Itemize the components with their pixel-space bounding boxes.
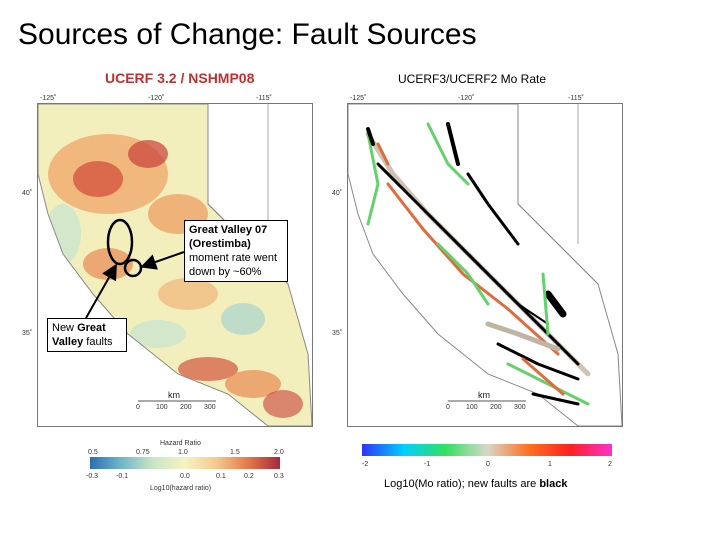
scale-tick: 100 <box>156 404 168 411</box>
mo-ratio-colorbar-tick: 1 <box>548 461 552 468</box>
scale-tick: 100 <box>466 404 478 411</box>
hazard-colorbar-bottom-tick: 0.2 <box>244 473 254 480</box>
left-map-title: UCERF 3.2 / NSHMP08 <box>105 70 255 86</box>
great-valley-callout: Great Valley 07 (Orestimba) moment rate … <box>184 220 288 282</box>
slide-title: Sources of Change: Fault Sources <box>18 18 477 51</box>
hazard-colorbar-top-tick: 0.5 <box>88 449 98 456</box>
scale-tick: 0 <box>446 404 450 411</box>
new-faults-suffix: faults <box>86 336 113 348</box>
new-faults-callout: New Great Valley faults <box>47 318 127 352</box>
hazard-colorbar-bottom-tick: 0.3 <box>274 473 284 480</box>
mo-ratio-caption-bold: black <box>539 478 568 490</box>
hazard-colorbar-label: Log10(hazard ratio) <box>150 485 212 492</box>
hazard-colorbar <box>90 457 280 469</box>
scale-tick: 200 <box>490 404 502 411</box>
mo-ratio-caption: Log10(Mo ratio); new faults are black <box>384 478 567 490</box>
new-faults-bold: Great Valley <box>52 322 106 348</box>
hazard-colorbar-top-tick: 2.0 <box>274 449 284 456</box>
great-valley-ellipse <box>106 218 134 266</box>
hazard-colorbar-top-tick: 1.5 <box>230 449 240 456</box>
orestimba-circle <box>123 258 143 278</box>
right-lon-tick: -120˚ <box>458 95 475 102</box>
hazard-colorbar-top-tick: 0.75 <box>136 449 150 456</box>
new-faults-prefix: New <box>52 322 75 334</box>
right-map-title: UCERF3/UCERF2 Mo Rate <box>398 72 547 86</box>
right-lat-tick: 35˚ <box>332 330 343 337</box>
hazard-colorbar-bottom-tick: -0.1 <box>116 473 129 480</box>
left-lat-tick: 35˚ <box>22 330 33 337</box>
mo-ratio-caption-text: Log10(Mo ratio); new faults are <box>384 478 537 490</box>
left-lat-tick: 40˚ <box>22 190 33 197</box>
scale-unit: km <box>168 390 180 400</box>
scale-tick: 300 <box>514 404 526 411</box>
moment-rate-map: km 0 100 200 300 <box>347 103 623 427</box>
mo-ratio-colorbar-tick: 2 <box>608 461 612 468</box>
mo-ratio-colorbar-tick: -2 <box>362 461 369 468</box>
scale-unit: km <box>478 390 490 400</box>
right-lon-tick: -125˚ <box>350 95 367 102</box>
scale-tick: 0 <box>136 404 140 411</box>
new-faults-arrow <box>85 263 117 319</box>
right-lon-tick: -115˚ <box>568 95 584 102</box>
great-valley-callout-title: Great Valley 07 (Orestimba) <box>189 224 268 250</box>
scale-tick: 200 <box>180 404 192 411</box>
left-lon-tick: -120˚ <box>148 95 165 102</box>
hazard-colorbar-bottom-tick: 0.1 <box>216 473 226 480</box>
right-lat-tick: 40˚ <box>332 190 343 197</box>
scale-tick: 300 <box>204 404 216 411</box>
hazard-colorbar-bottom-tick: -0.3 <box>86 473 99 480</box>
orestimba-arrow <box>140 251 185 270</box>
hazard-colorbar-top-tick: 1.0 <box>178 449 188 456</box>
left-lon-tick: -115˚ <box>256 95 272 102</box>
hazard-colorbar-bottom-tick: 0.0 <box>180 473 190 480</box>
mo-ratio-colorbar-tick: 0 <box>486 461 490 468</box>
left-lon-tick: -125˚ <box>40 95 57 102</box>
moment-rate-map-graphic <box>348 104 622 426</box>
mo-ratio-colorbar-tick: -1 <box>424 461 431 468</box>
hazard-colorbar-title: Hazard Ratio <box>160 440 201 447</box>
mo-ratio-colorbar <box>362 444 612 456</box>
great-valley-callout-text: moment rate went down by ~60% <box>189 252 278 278</box>
